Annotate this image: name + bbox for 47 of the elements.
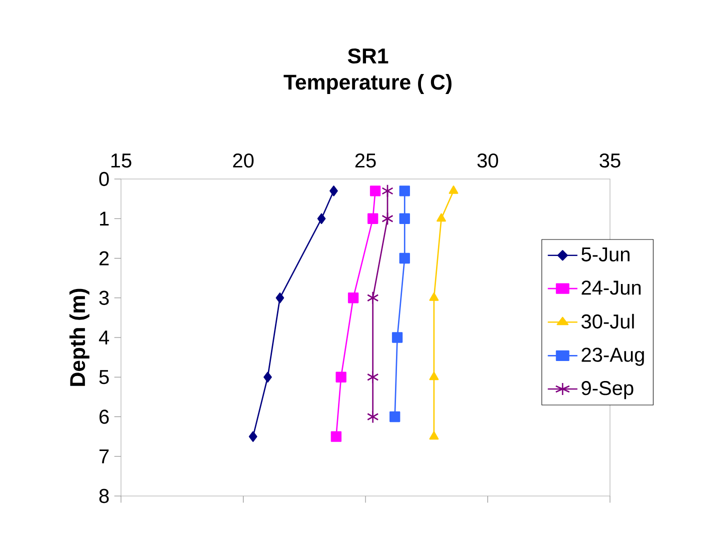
y-tick-label: 3: [99, 290, 109, 305]
point: [366, 291, 379, 305]
x-tick-label: 15: [111, 154, 132, 168]
y-tick-label: 2: [100, 251, 109, 266]
point: [436, 213, 446, 222]
y-tick-label: 8: [99, 488, 109, 504]
point: [429, 292, 439, 301]
x-tick-label: 20: [233, 153, 254, 168]
chart-title: SR1: [348, 48, 388, 64]
point: [368, 213, 378, 224]
y-tick-label: 5: [99, 370, 109, 384]
point: [392, 332, 403, 343]
y-axis-title: Depth (m): [69, 288, 90, 386]
x-tick-label: 35: [600, 153, 620, 168]
point: [366, 410, 379, 424]
point: [382, 212, 394, 226]
legend-label: 9-Sep: [582, 381, 634, 400]
point: [264, 372, 272, 382]
point: [330, 186, 338, 196]
point: [429, 372, 439, 380]
legend-label: 23-Aug: [582, 348, 644, 366]
y-tick-label: 1: [100, 212, 109, 226]
point: [399, 252, 410, 264]
point: [317, 213, 326, 224]
y-tick-label: 4: [98, 330, 110, 344]
point: [370, 186, 381, 196]
point: [429, 431, 439, 440]
point: [276, 292, 284, 304]
x-tick-label: 30: [477, 153, 498, 168]
point: [399, 186, 410, 196]
point: [366, 370, 379, 384]
x-tick-label: 25: [355, 153, 376, 168]
y-tick-label: 0: [99, 172, 109, 186]
legend-label: 5-Jun: [582, 248, 630, 262]
point: [390, 411, 400, 422]
point: [348, 292, 359, 304]
point: [382, 184, 394, 198]
point: [248, 431, 258, 442]
chart-subtitle: Temperature ( C): [284, 74, 452, 94]
point: [330, 431, 342, 442]
y-tick-label: 7: [100, 450, 109, 464]
legend-label: 30-Jul: [581, 314, 634, 329]
legend-label: 24-Jun: [582, 280, 641, 295]
point: [399, 213, 410, 224]
y-tick-label: 6: [100, 410, 109, 424]
point: [336, 372, 346, 382]
point: [448, 186, 458, 194]
